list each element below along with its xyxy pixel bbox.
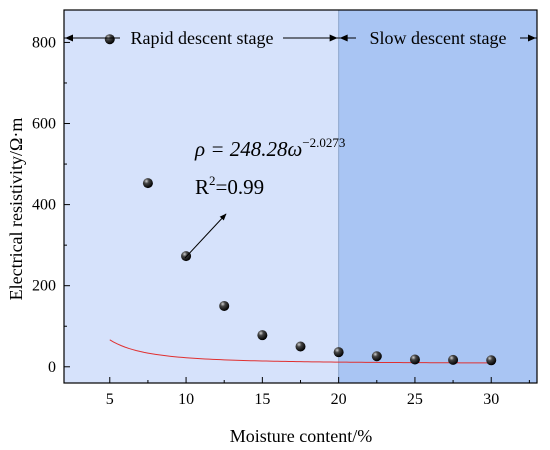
- r-squared-exponent: 2: [209, 173, 216, 188]
- data-point: [486, 355, 497, 366]
- data-point: [142, 178, 153, 189]
- x-tick-label: 25: [407, 391, 423, 408]
- r-squared-value: =0.99: [216, 175, 265, 199]
- x-tick-label: 30: [483, 391, 499, 408]
- data-point: [448, 354, 459, 365]
- x-tick-label: 5: [106, 391, 114, 408]
- data-point: [295, 341, 306, 352]
- svg-text:R2=0.99: R2=0.99: [195, 173, 264, 199]
- data-point: [371, 351, 382, 362]
- y-tick-label: 600: [32, 116, 56, 133]
- y-axis-title: Electrical resistivity/Ω·m: [6, 118, 26, 301]
- y-tick-label: 200: [32, 278, 56, 295]
- x-tick-label: 10: [178, 391, 194, 408]
- x-axis-title: Moisture content/%: [230, 426, 372, 446]
- fit-curve: [109, 339, 492, 364]
- stage-arrowhead: [329, 34, 338, 42]
- y-tick-label: 0: [48, 359, 56, 376]
- annotation-arrow: [184, 213, 227, 259]
- fit-equation-base: ρ = 248.28ω: [194, 137, 302, 161]
- r-squared-label: R2=0.99: [195, 173, 264, 199]
- fit-equation: ρ = 248.28ω−2.0273: [194, 135, 345, 161]
- x-tick-label: 20: [331, 391, 347, 408]
- stage-arrowhead: [528, 34, 536, 42]
- data-point: [257, 330, 268, 341]
- y-tick-label: 800: [32, 34, 56, 51]
- stage-label-slow: Slow descent stage: [370, 28, 507, 48]
- svg-text:ρ = 248.28ω−2.0273: ρ = 248.28ω−2.0273: [194, 135, 345, 161]
- fit-equation-exponent: −2.0273: [302, 135, 345, 150]
- region-slow-descent: [338, 10, 537, 383]
- stage-label-rapid: Rapid descent stage: [131, 28, 274, 48]
- data-point: [409, 354, 420, 365]
- stage-arrowhead: [339, 34, 348, 42]
- y-tick-label: 400: [32, 197, 56, 214]
- r-squared-letter: R: [195, 175, 209, 199]
- x-tick-label: 15: [254, 391, 270, 408]
- data-point: [333, 347, 344, 358]
- stage-arrowhead: [65, 34, 73, 42]
- region-rapid-descent: [64, 10, 339, 383]
- data-point: [219, 300, 230, 311]
- data-point: [104, 34, 115, 45]
